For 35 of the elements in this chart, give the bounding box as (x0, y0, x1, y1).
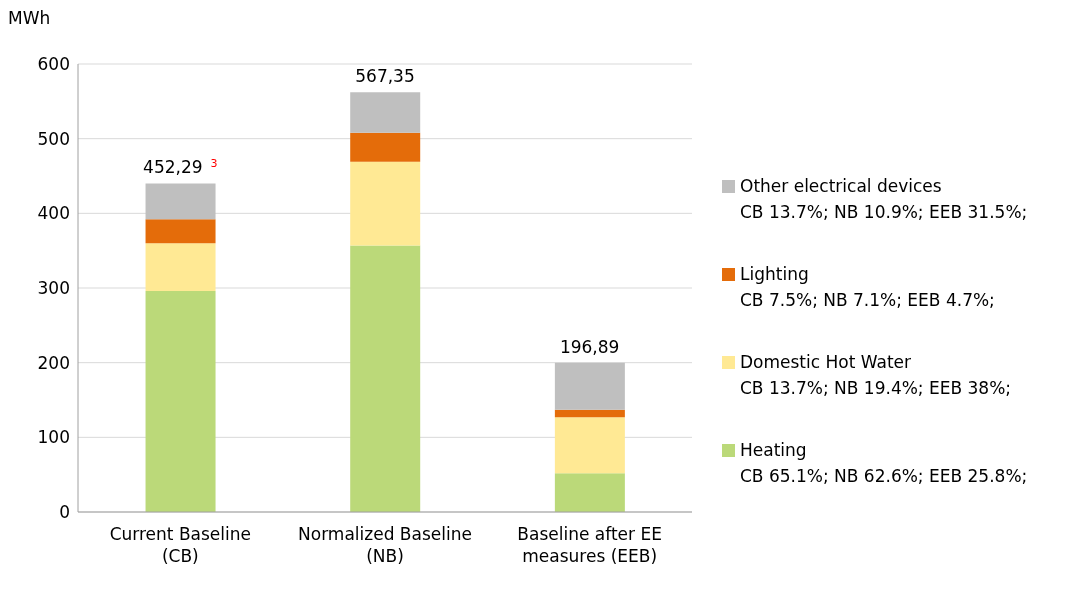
y-tick-label: 300 (37, 278, 70, 299)
annotation: 452,29 (143, 157, 203, 178)
bar (350, 161, 421, 246)
x-tick-label: Normalized Baseline (NB) (298, 524, 472, 566)
bar (554, 473, 625, 512)
annotation: 567,35 (355, 66, 415, 87)
text: CB 65.1%; NB 62.6%; EEB 25.8%; (740, 465, 1028, 488)
annotation: 3 (210, 156, 218, 170)
text: CB 7.5%; NB 7.1%; EEB 4.7%; (740, 289, 996, 312)
y-tick-label: 600 (37, 54, 70, 75)
y-tick-label: 400 (37, 203, 70, 224)
legend-label: Other electrical devices (740, 175, 942, 198)
bar (145, 183, 216, 220)
y-tick-label: 200 (37, 352, 70, 373)
x-tick-label: Current Baseline (CB) (109, 524, 252, 566)
bar (145, 219, 216, 244)
bar (350, 245, 421, 512)
legend-label: Heating (740, 439, 807, 462)
x-tick-label: Baseline after EE measures (EEB) (517, 524, 662, 566)
bar (350, 92, 421, 133)
bar (145, 243, 216, 291)
y-axis-title: MWh (8, 8, 51, 28)
y-tick-label: 100 (37, 427, 70, 448)
annotation: 196,89 (559, 336, 620, 357)
bar (554, 362, 625, 410)
text: CB 13.7%; NB 19.4%; EEB 38%; (740, 377, 1013, 400)
bar (554, 409, 625, 418)
y-tick-label: 0 (59, 502, 70, 523)
bar (145, 290, 216, 512)
bar (554, 417, 625, 474)
text: CB 13.7%; NB 10.9%; EEB 31.5%; (740, 201, 1028, 224)
bar (350, 132, 421, 162)
legend-label: Lighting (740, 263, 809, 286)
legend-label: Domestic Hot Water (740, 351, 912, 374)
y-tick-label: 500 (37, 128, 70, 149)
